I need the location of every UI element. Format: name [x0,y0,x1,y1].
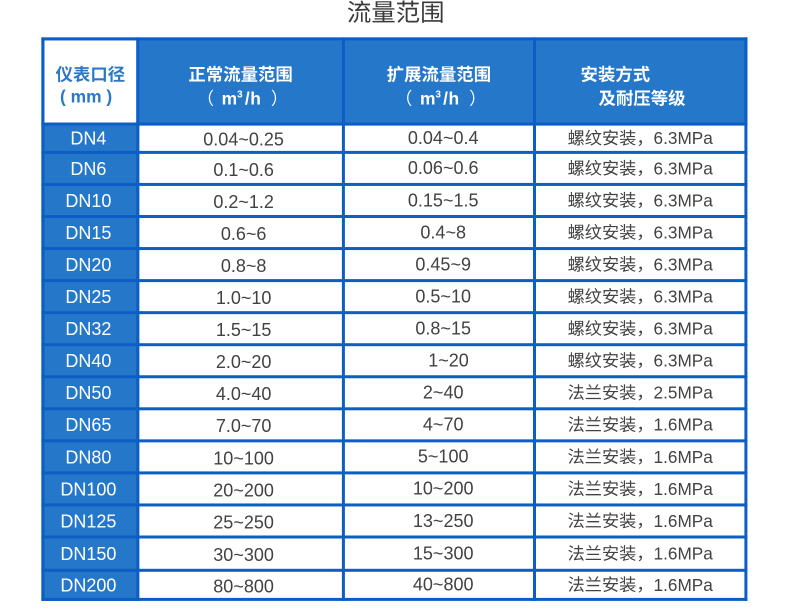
svg-text:DN40: DN40 [65,351,111,371]
svg-text:1.6MPa: 1.6MPa [654,575,714,595]
svg-text:4.0~40: 4.0~40 [216,384,272,404]
svg-text:DN4: DN4 [70,129,106,149]
svg-text:DN150: DN150 [60,544,116,564]
svg-text:80~800: 80~800 [213,576,274,596]
svg-text:DN15: DN15 [65,223,111,243]
svg-text:0.6~6: 0.6~6 [221,224,267,244]
svg-text:5~100: 5~100 [418,447,469,467]
svg-text:DN32: DN32 [65,319,111,339]
svg-text:m: m [420,89,435,109]
svg-text:6.3MPa: 6.3MPa [654,287,714,307]
svg-text:0.5~10: 0.5~10 [415,286,471,306]
svg-text:6.3MPa: 6.3MPa [654,158,714,178]
svg-text:DN125: DN125 [60,511,116,531]
svg-text:0.15~1.5: 0.15~1.5 [408,190,479,210]
svg-text:25~250: 25~250 [213,512,274,532]
svg-text:h: h [250,89,261,109]
svg-text:3: 3 [435,90,441,101]
svg-text:6.3MPa: 6.3MPa [654,351,714,371]
svg-text:6.3MPa: 6.3MPa [654,222,714,242]
svg-text:0.04~0.4: 0.04~0.4 [408,128,479,148]
svg-text:1.5~15: 1.5~15 [216,320,272,340]
svg-text:6.3MPa: 6.3MPa [654,319,714,339]
svg-text:/: / [245,89,250,109]
svg-text:30~300: 30~300 [213,545,274,565]
svg-text:13~250: 13~250 [413,511,474,531]
svg-text:40~800: 40~800 [413,575,474,595]
svg-text:0.06~0.6: 0.06~0.6 [408,158,479,178]
svg-text:/: / [443,89,448,109]
svg-text:0.2~1.2: 0.2~1.2 [213,192,274,212]
svg-text:3: 3 [237,90,243,101]
svg-text:15~300: 15~300 [413,543,474,563]
svg-text:0.4~8: 0.4~8 [420,222,466,242]
svg-text:m: m [222,89,237,109]
svg-text:DN200: DN200 [60,575,116,595]
svg-text:DN25: DN25 [65,287,111,307]
svg-text:4~70: 4~70 [423,415,464,435]
svg-text:h: h [448,89,459,109]
svg-text:DN100: DN100 [60,479,116,499]
svg-text:0.1~0.6: 0.1~0.6 [213,160,274,180]
svg-text:2~40: 2~40 [423,383,464,403]
svg-text:1~20: 1~20 [428,351,469,371]
svg-text:6.3MPa: 6.3MPa [654,254,714,274]
svg-text:10~100: 10~100 [213,448,274,468]
svg-text:10~200: 10~200 [413,479,474,499]
svg-text:DN65: DN65 [65,415,111,435]
svg-text:DN10: DN10 [65,191,111,211]
svg-text:7.0~70: 7.0~70 [216,416,272,436]
svg-text:0.8~15: 0.8~15 [415,318,471,338]
svg-text:1.6MPa: 1.6MPa [654,415,714,435]
svg-text:1.6MPa: 1.6MPa [654,479,714,499]
svg-text:20~200: 20~200 [213,480,274,500]
svg-text:DN80: DN80 [65,447,111,467]
svg-text:0.8~8: 0.8~8 [221,256,267,276]
svg-text:0.04~0.25: 0.04~0.25 [203,130,284,150]
svg-text:DN50: DN50 [65,383,111,403]
svg-text:1.0~10: 1.0~10 [216,288,272,308]
svg-text:( mm ): ( mm ) [60,86,112,106]
svg-text:6.3MPa: 6.3MPa [654,128,714,148]
svg-text:2.5MPa: 2.5MPa [654,383,714,403]
svg-text:0.45~9: 0.45~9 [415,254,471,274]
svg-text:DN6: DN6 [70,159,106,179]
svg-text:1.6MPa: 1.6MPa [654,447,714,467]
svg-text:2.0~20: 2.0~20 [216,352,272,372]
svg-text:DN20: DN20 [65,255,111,275]
svg-text:1.6MPa: 1.6MPa [654,544,714,564]
svg-text:1.6MPa: 1.6MPa [654,511,714,531]
svg-text:6.3MPa: 6.3MPa [654,190,714,210]
